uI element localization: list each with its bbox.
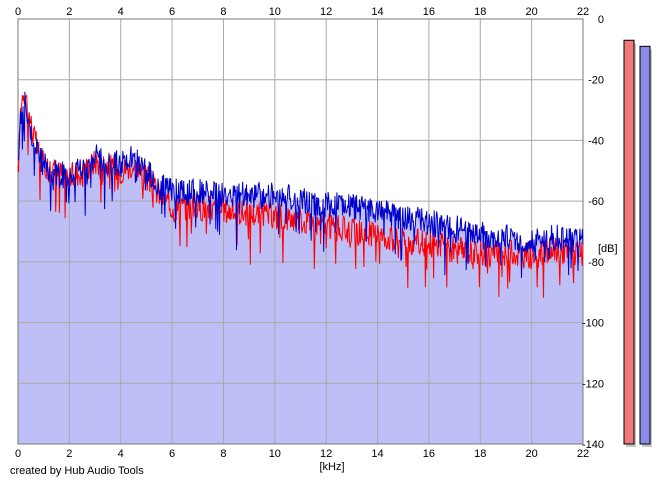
meter-left-bar [623, 39, 635, 445]
y-tick-label: -20 [588, 75, 604, 87]
x-tick-label-bottom: 12 [320, 448, 332, 460]
red-channel-trace [17, 94, 584, 298]
spectrum-fill-area [18, 91, 583, 445]
spectrum-fill [18, 91, 583, 445]
y-tick-label: -60 [588, 196, 604, 208]
x-tick-label-bottom: 22 [577, 448, 589, 460]
spectrum-traces [17, 91, 584, 298]
x-tick-label-top: 12 [320, 6, 332, 18]
x-tick-label-top: 18 [474, 6, 486, 18]
x-tick-label-top: 4 [118, 6, 124, 18]
x-axis-label: [kHz] [319, 461, 344, 473]
blue-channel-trace [17, 91, 584, 279]
y-tick-label: -120 [582, 378, 604, 390]
x-tick-label-top: 10 [269, 6, 281, 18]
x-tick-label-bottom: 4 [118, 448, 124, 460]
x-tick-label-top: 8 [220, 6, 226, 18]
y-tick-label: -40 [588, 135, 604, 147]
x-tick-label-bottom: 8 [220, 448, 226, 460]
x-tick-label-bottom: 16 [423, 448, 435, 460]
x-tick-label-top: 20 [526, 6, 538, 18]
x-tick-label-bottom: 2 [66, 448, 72, 460]
x-tick-label-bottom: 6 [169, 448, 175, 460]
x-tick-label-top: 2 [66, 6, 72, 18]
x-tick-label-bottom: 20 [526, 448, 538, 460]
x-tick-label-top: 14 [371, 6, 383, 18]
grid-lines [17, 18, 584, 445]
x-tick-label-bottom: 14 [371, 448, 383, 460]
x-tick-label-top: 0 [15, 6, 21, 18]
x-tick-label-bottom: 18 [474, 448, 486, 460]
x-tick-label-top: 6 [169, 6, 175, 18]
x-tick-label-bottom: 10 [269, 448, 281, 460]
y-tick-label: -100 [582, 318, 604, 330]
x-tick-label-top: 22 [577, 6, 589, 18]
y-tick-labels: 0 -20 -40 -60 -80 -100 -120 -140 [582, 14, 604, 451]
credit-text: created by Hub Audio Tools [10, 465, 144, 477]
y-tick-label: -140 [582, 439, 604, 451]
x-tick-label-bottom: 0 [15, 448, 21, 460]
y-tick-label: -80 [588, 257, 604, 269]
y-tick-label: 0 [598, 14, 604, 26]
plot-border [17, 18, 584, 445]
x-tick-label-top: 16 [423, 6, 435, 18]
meter-right-bar [639, 45, 651, 445]
level-meters [623, 39, 652, 447]
y-axis-label: [dB] [598, 243, 618, 255]
